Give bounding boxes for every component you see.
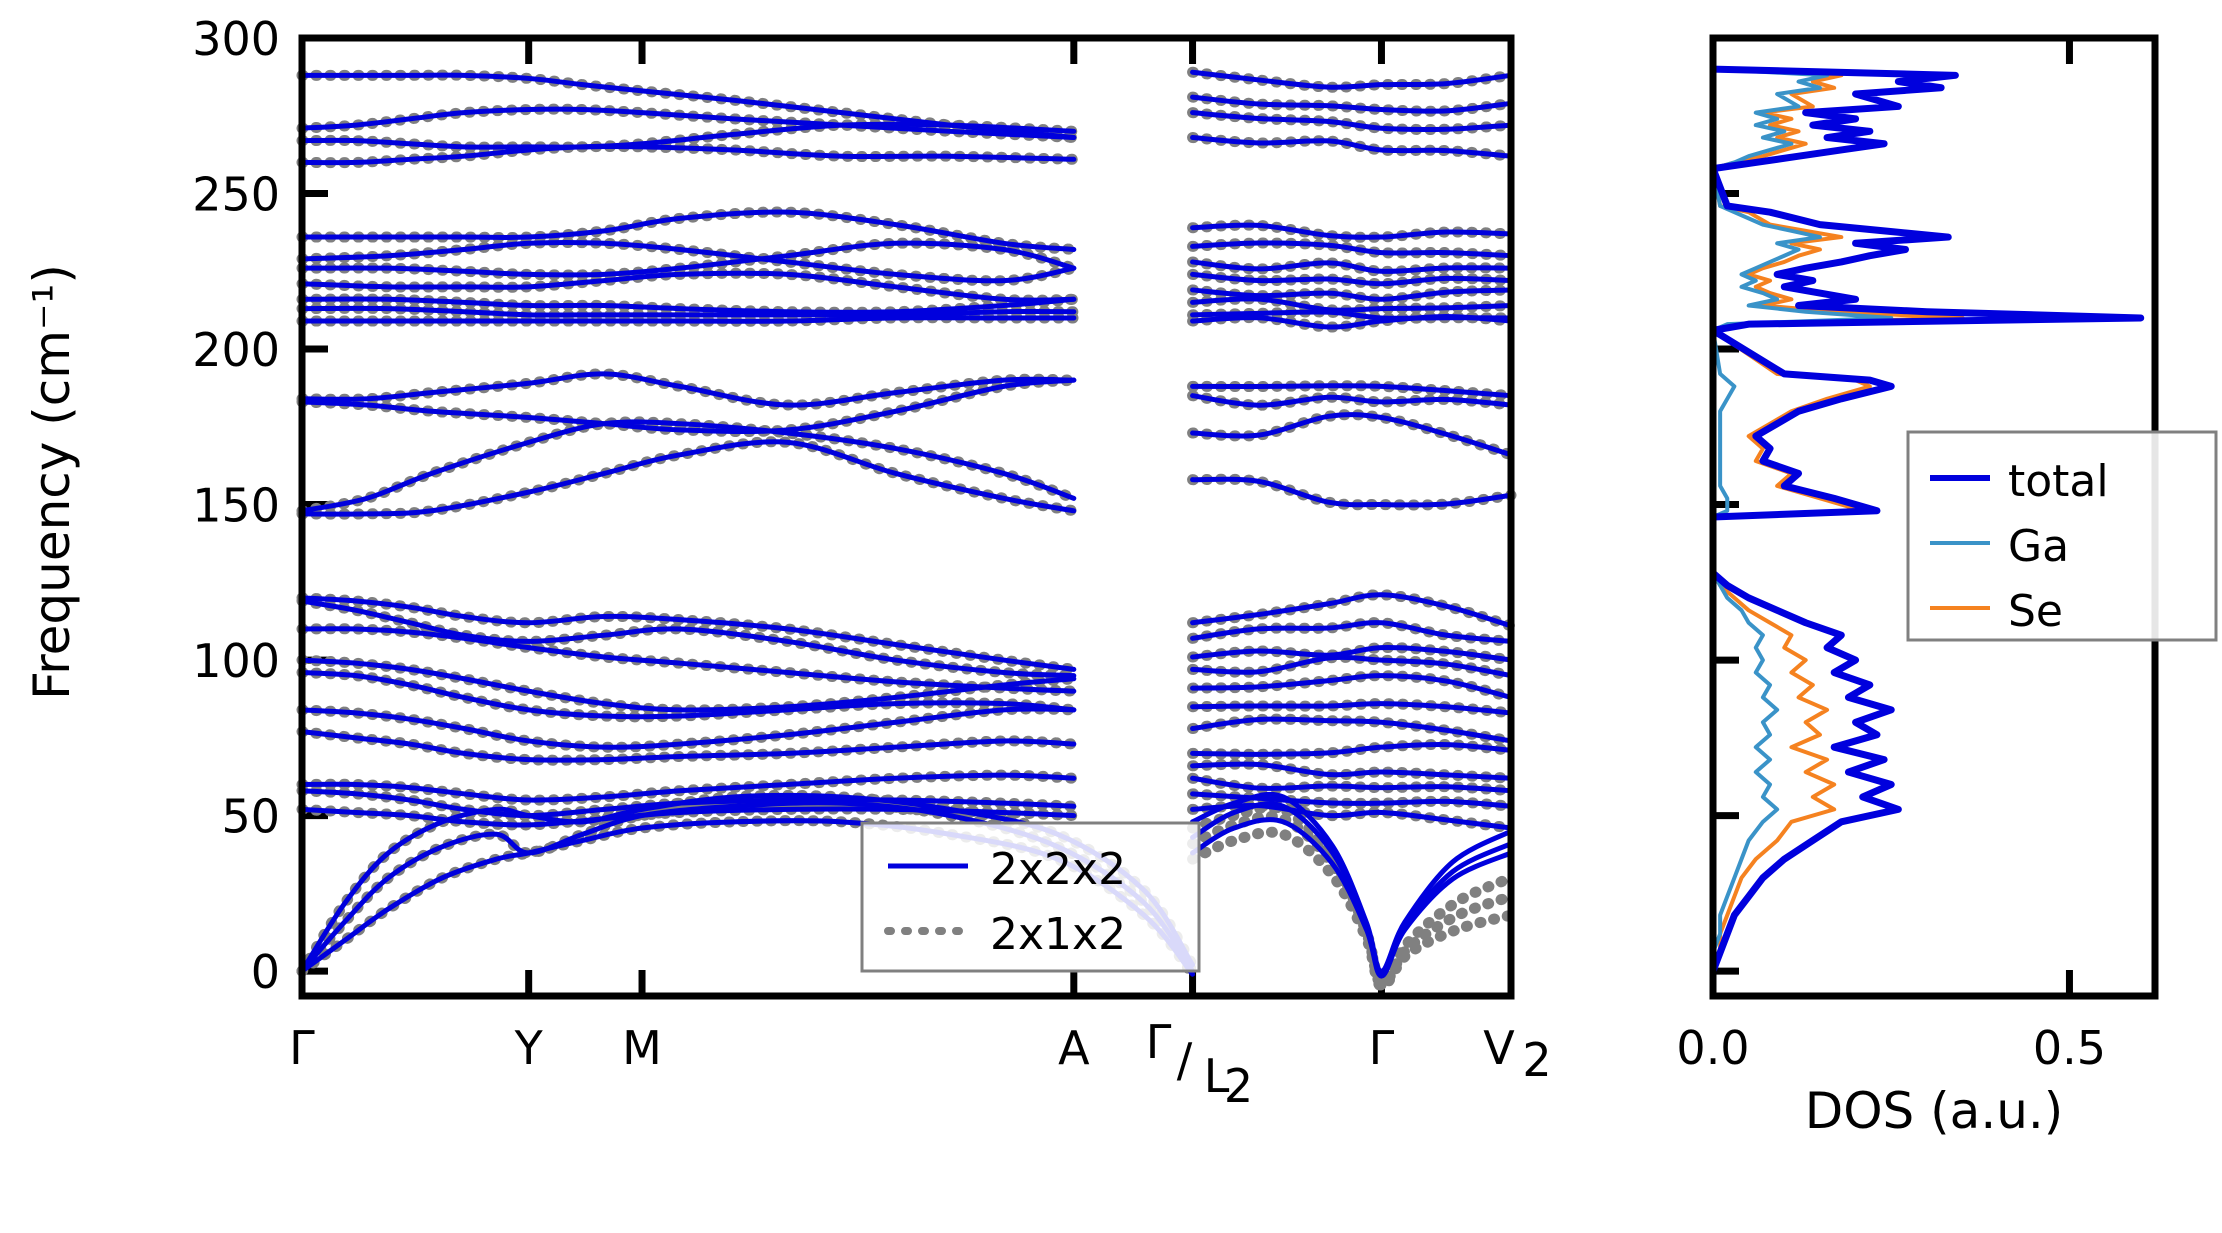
band-legend[interactable]: 2x2x2 2x1x2: [860, 821, 1201, 973]
y-tick-label: 100: [192, 634, 280, 688]
y-tick-label: 150: [192, 479, 280, 533]
x-tick-label-slash: /: [1177, 1033, 1193, 1087]
band-line-2x2x2: [1190, 110, 1514, 132]
band-line-2x2x2: [299, 296, 1077, 315]
dos-line-se: [1711, 67, 1965, 974]
band-line-2x2x2: [299, 419, 1077, 514]
band-line-2x2x2: [1190, 775, 1514, 794]
band-line-2x2x2: [299, 670, 1077, 720]
band-line-2x2x2: [299, 72, 1077, 141]
dos-legend-box: [1906, 430, 2218, 642]
band-line-2x2x2: [1190, 135, 1514, 159]
y-tick-label: 0: [251, 945, 280, 999]
x-tick-label-L: L: [1204, 1049, 1230, 1103]
band-line-2x2x2: [1190, 412, 1514, 458]
band-line-2x2x2: [299, 788, 1077, 819]
dos-legend-label-se: Se: [2008, 586, 2063, 637]
x-tick-label-L-sub: 2: [1224, 1059, 1253, 1113]
band-axes-frame: [298, 34, 1515, 1000]
dos-legend[interactable]: total Ga Se: [1906, 430, 2218, 642]
band-line-2x1x2: [1187, 826, 1517, 993]
dos-axis-label: DOS (a.u.): [1805, 1082, 2064, 1140]
band-line-2x2x2: [1190, 673, 1514, 700]
band-line-2x2x2: [299, 626, 1077, 694]
band-line-2x2x2: [299, 595, 1077, 672]
band-line-2x2x2: [1190, 645, 1514, 663]
band-line-2x2x2: [299, 729, 1077, 763]
band-line-2x2x2: [1190, 287, 1514, 302]
x-tick-label: A: [1058, 1021, 1090, 1075]
dos-line-total: [1709, 65, 2145, 975]
band-line-2x2x2: [1190, 701, 1514, 716]
band-line-2x2x2: [299, 209, 1077, 253]
x-tick-label: Γ: [1369, 1021, 1395, 1075]
x-tick-label: V: [1483, 1021, 1515, 1075]
band-line-2x2x2: [1190, 313, 1514, 330]
y-tick-label: 200: [192, 323, 280, 377]
band-line-2x2x2: [1190, 817, 1514, 979]
x-tick-label: Γ: [289, 1021, 315, 1075]
band-x-ticks: Γ Y M A Γ / L2Γ V 2: [289, 38, 1552, 1113]
band-line-2x2x2: [1190, 383, 1514, 399]
dos-x-tick-label: 0.0: [1676, 1021, 1749, 1075]
band-line-2x2x2: [1190, 620, 1514, 644]
band-line-2x1x2: [1187, 801, 1517, 990]
band-line-2x2x2: [1190, 761, 1514, 781]
band-line-2x2x2: [299, 143, 1077, 166]
band-line-2x2x2: [1190, 222, 1514, 240]
band-line-2x2x2: [1190, 476, 1514, 508]
band-line-2x2x2: [299, 371, 1077, 408]
band-line-2x1x2: [296, 416, 1080, 517]
y-tick-label: 300: [192, 12, 280, 66]
band-line-2x2x2: [1190, 259, 1514, 274]
band-line-2x2x2: [299, 270, 1077, 303]
band-line-2x2x2: [299, 315, 1077, 324]
band-line-2x2x2: [299, 772, 1077, 803]
band-line-2x2x2: [299, 377, 1077, 435]
band-line-2x2x2: [1190, 716, 1514, 744]
band-legend-box: [860, 821, 1201, 973]
dos-x-tick-label: 0.5: [2033, 1021, 2106, 1075]
y-axis-label: Frequency (cm⁻¹): [23, 264, 81, 700]
dos-curves: [1709, 65, 2145, 975]
band-line-2x2x2: [1190, 69, 1514, 90]
band-line-2x2x2: [1190, 654, 1514, 679]
band-line-2x2x2: [1190, 393, 1514, 408]
x-tick-label: Y: [514, 1021, 544, 1075]
dos-legend-label-total: total: [2008, 456, 2109, 507]
band-line-2x2x2: [299, 598, 1077, 679]
band-line-2x2x2: [299, 240, 1077, 284]
band-line-2x2x2: [1190, 271, 1514, 287]
band-line-2x2x2: [299, 706, 1077, 750]
band-line-2x2x2: [299, 106, 1077, 141]
y-tick-label: 250: [192, 168, 280, 222]
band-line-2x2x2: [1190, 592, 1514, 629]
band-legend-label-1: 2x1x2: [990, 909, 1126, 960]
band-line-2x2x2: [1190, 296, 1514, 313]
y-axis-label-container: Frequency (cm⁻¹): [23, 247, 83, 717]
band-line-2x2x2: [1190, 741, 1514, 757]
band-line-2x2x2: [299, 305, 1077, 318]
dos-legend-label-ga: Ga: [2008, 521, 2069, 572]
band-curves-2x2x2: [299, 69, 1514, 979]
band-line-2x2x2: [1190, 94, 1514, 114]
band-line-2x2x2: [1190, 801, 1514, 977]
y-tick-label: 50: [221, 790, 280, 844]
band-line-2x2x2: [299, 657, 1077, 713]
x-tick-label-sub: 2: [1522, 1033, 1551, 1087]
x-tick-label: M: [622, 1021, 662, 1075]
band-line-2x2x2: [1190, 240, 1514, 259]
band-line-2x2x2: [299, 439, 1077, 517]
band-legend-label-0: 2x2x2: [990, 844, 1126, 895]
dos-line-ga: [1711, 67, 1894, 974]
x-tick-label: Γ: [1146, 1015, 1172, 1069]
band-line-2x2x2: [299, 240, 1077, 278]
